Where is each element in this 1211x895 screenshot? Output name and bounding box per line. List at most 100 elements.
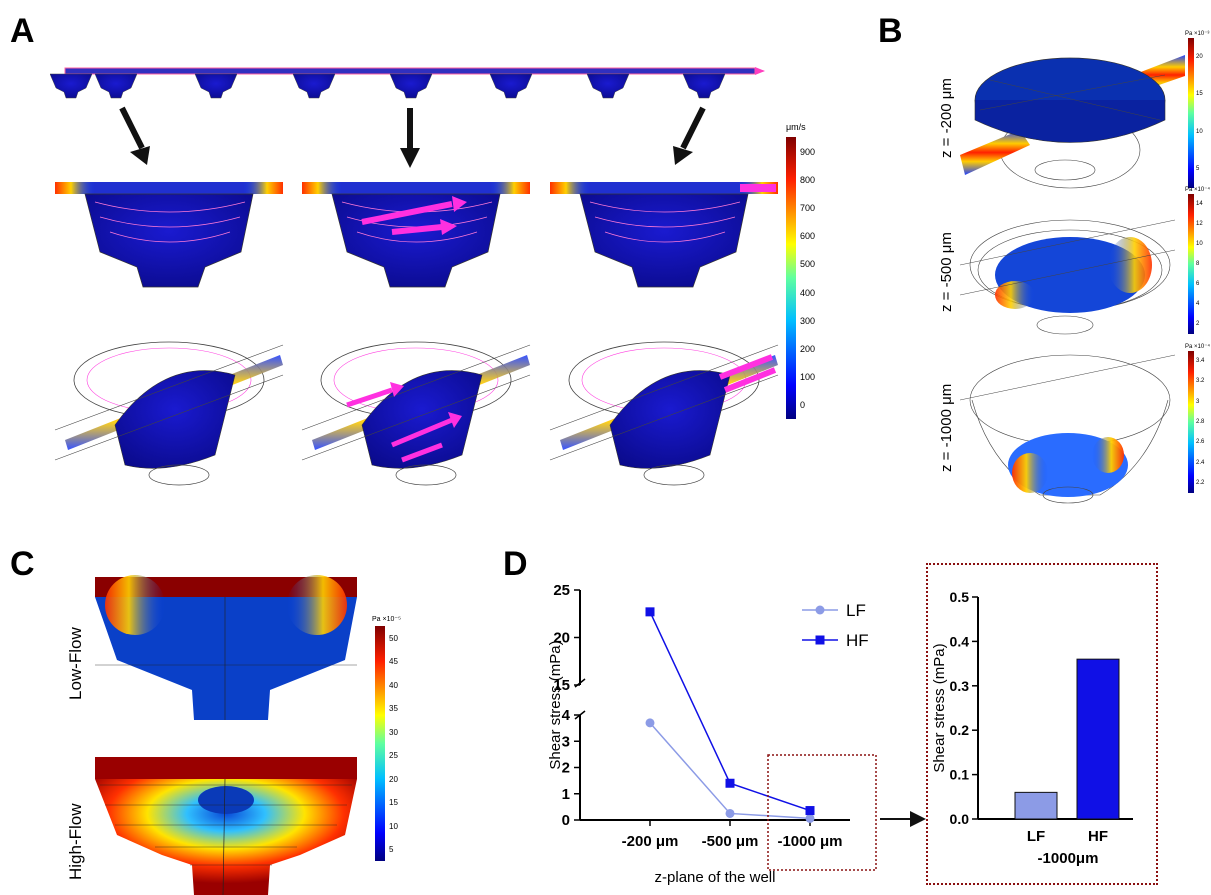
y-tick-label: 0.4 [950, 633, 970, 649]
arrow-left [119, 106, 150, 165]
y-tick-label: 2 [562, 760, 570, 777]
colorbar-a-unit: μm/s [786, 122, 806, 132]
colorbar-b2 [1188, 194, 1194, 334]
colorbar-tick: 300 [800, 315, 816, 326]
colorbar-b3-unit: Pa ×10⁻⁴ [1185, 344, 1210, 350]
colorbar-b2-unit: Pa ×10⁻⁴ [1185, 187, 1210, 193]
colorbar-b3 [1188, 351, 1194, 493]
colorbar-tick: 45 [389, 657, 398, 667]
colorbar-tick: 3.2 [1196, 378, 1205, 385]
colorbar-c-unit: Pa ×10⁻⁵ [372, 616, 401, 623]
colorbar-tick: 15 [389, 798, 398, 808]
y-tick-label: 25 [553, 582, 570, 599]
colorbar-tick: 10 [389, 821, 398, 831]
shear-stress-bar-chart: 0.0 0.1 0.2 0.3 0.4 0.5 LF HF -1000μm Shear stres… [931, 589, 1133, 867]
colorbar-tick: 3.4 [1196, 358, 1205, 365]
colorbar-tick: 8 [1196, 261, 1200, 267]
colorbar-tick: 5 [1196, 166, 1200, 173]
x-tick-label: -200 μm [622, 833, 679, 850]
y-tick-label: 3 [562, 733, 570, 750]
x-tick-label: HF [1088, 828, 1108, 845]
legend-marker [815, 635, 825, 645]
colorbar-b1-ticks: 20 15 10 5 [1196, 38, 1211, 188]
data-point [725, 808, 735, 818]
colorbar-b1 [1188, 38, 1194, 188]
high-flow-section [95, 757, 357, 895]
b-label-500: z = -500 μm [938, 232, 955, 312]
well-array [50, 73, 93, 99]
panel-label-d: D [503, 545, 528, 583]
colorbar-tick: 15 [1196, 91, 1203, 98]
colorbar-tick: 20 [389, 774, 398, 784]
y-axis-title: Shear stress (mPa) [931, 643, 948, 772]
c-label-low-flow: Low-Flow [66, 627, 85, 700]
colorbar-tick: 10 [1196, 241, 1203, 247]
colorbar-b2-ticks: 14 12 10 8 6 4 2 [1196, 194, 1211, 334]
panel-label-a: A [10, 12, 35, 50]
panel-label-b: B [878, 12, 903, 50]
colorbar-b1-unit: Pa ×10⁻³ [1185, 31, 1210, 37]
colorbar-tick: 500 [800, 259, 816, 270]
colorbar-tick: 35 [389, 704, 398, 714]
colorbar-tick: 2.2 [1196, 479, 1205, 486]
colorbar-tick: 25 [389, 751, 398, 761]
y-tick-label: 0.1 [950, 767, 970, 783]
colorbar-tick: 100 [800, 372, 816, 383]
colorbar-tick: 400 [800, 287, 816, 298]
series-line [649, 722, 811, 820]
cross-section-row [55, 182, 778, 288]
legend-label: HF [846, 631, 869, 650]
x-tick-label: LF [1027, 828, 1045, 845]
data-point [805, 806, 815, 816]
colorbar-tick: 10 [1196, 128, 1203, 135]
colorbar-tick: 2.8 [1196, 419, 1205, 425]
x-tick-label: -1000 μm [777, 833, 842, 850]
colorbar-tick: 3 [1196, 398, 1200, 405]
data-point [645, 607, 655, 617]
c-label-high-flow: High-Flow [66, 803, 85, 880]
zoom-region [767, 754, 877, 871]
low-flow-section [95, 575, 357, 720]
y-tick-label: 0.2 [950, 722, 970, 738]
y-tick-label: 15 [553, 677, 570, 694]
colorbar-a [786, 137, 796, 419]
y-tick-label: 0.0 [950, 811, 970, 827]
y-tick-label: 0.3 [950, 678, 970, 694]
shear-stress-line-chart: 0 1 2 3 4 15 20 25 -200 μm -500 μm -1000 μm z-plane… [547, 582, 877, 886]
colorbar-b3-ticks: 3.4 3.2 3 2.8 2.6 2.4 2.2 [1196, 351, 1211, 493]
data-point [805, 813, 815, 823]
iso-view-row [54, 341, 779, 486]
x-axis-title: -1000μm [1038, 850, 1099, 867]
x-axis-title: z-plane of the well [655, 869, 776, 886]
series-lf [645, 718, 815, 823]
colorbar-tick: 4 [1196, 301, 1200, 307]
b-label-200: z = -200 μm [938, 78, 955, 158]
zoom-arrow [880, 811, 926, 827]
colorbar-c [375, 626, 385, 861]
colorbar-tick: 6 [1196, 281, 1200, 287]
panel-label-c: C [10, 545, 35, 583]
y-tick-label: 20 [553, 630, 570, 647]
panel-a-simulation [50, 67, 779, 486]
arrow-right [673, 106, 706, 165]
colorbar-tick: 900 [800, 146, 816, 157]
colorbar-tick: 800 [800, 174, 816, 185]
colorbar-tick: 2.6 [1196, 439, 1205, 446]
y-tick-label: 1 [562, 786, 570, 803]
y-tick-label: 0 [562, 812, 570, 829]
bar-lf [1014, 791, 1058, 820]
series-hf [645, 607, 815, 816]
colorbar-tick: 14 [1196, 201, 1203, 207]
colorbar-tick: 20 [1196, 53, 1203, 60]
colorbar-tick: 30 [389, 727, 398, 737]
x-tick-label: -500 μm [702, 833, 759, 850]
y-tick-label: 4 [562, 707, 571, 724]
colorbar-tick: 40 [389, 680, 398, 690]
colorbar-tick: 2.4 [1196, 459, 1205, 466]
y-tick-label: 0.5 [950, 589, 970, 605]
y-axis-title: Shear stress (mPa) [547, 640, 564, 769]
data-point [645, 718, 655, 728]
colorbar-tick: 700 [800, 203, 816, 213]
legend-label: LF [846, 601, 866, 620]
zoom-box [926, 563, 1158, 885]
